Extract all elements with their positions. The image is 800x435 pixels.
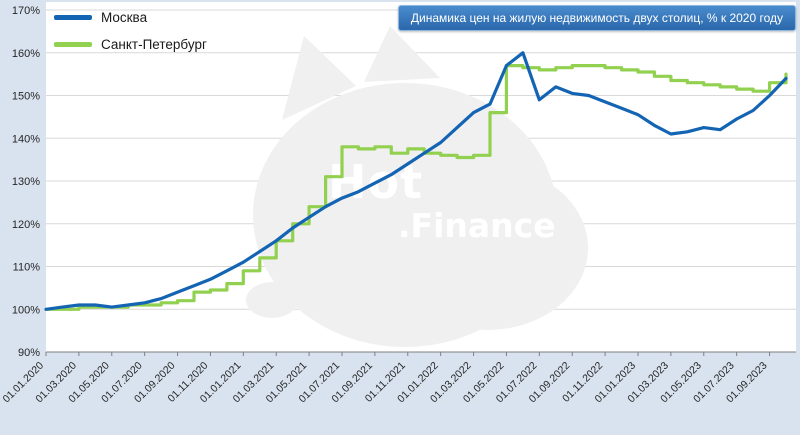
legend-label-spb: Санкт-Петербург	[101, 37, 207, 52]
y-axis: 90% 100% 110% 120% 130% 140% 150% 160% 170%	[12, 5, 40, 359]
y-axis-label: 140%	[12, 133, 40, 145]
legend-item-spb: Санкт-Петербург	[54, 37, 207, 52]
y-axis-label: 90%	[18, 347, 40, 359]
y-axis-label: 120%	[12, 219, 40, 231]
y-axis-label: 130%	[12, 176, 40, 188]
series-line-spb	[44, 63, 788, 311]
watermark-text-finance: .Finance	[398, 206, 556, 245]
hot-finance-watermark: Hot.Finance	[246, 26, 588, 347]
chart-legend: Москва Санкт-Петербург	[54, 10, 207, 52]
y-axis-label: 110%	[13, 262, 41, 274]
series-line-moscow	[44, 51, 788, 311]
spb-line-swatch	[54, 42, 92, 47]
y-axis-label: 100%	[12, 304, 40, 316]
chart-title: Динамика цен на жилую недвижимость двух …	[410, 11, 783, 25]
y-axis-label: 150%	[12, 91, 40, 103]
x-axis: 01.01.202001.03.202001.05.202001.07.2020…	[0, 351, 796, 405]
moscow-line-swatch	[54, 15, 92, 20]
legend-label-moscow: Москва	[101, 10, 148, 25]
y-axis-label: 170%	[12, 5, 40, 17]
chart-title-box: Динамика цен на жилую недвижимость двух …	[397, 5, 796, 31]
legend-item-moscow: Москва	[54, 10, 207, 25]
y-axis-label: 160%	[12, 48, 40, 60]
